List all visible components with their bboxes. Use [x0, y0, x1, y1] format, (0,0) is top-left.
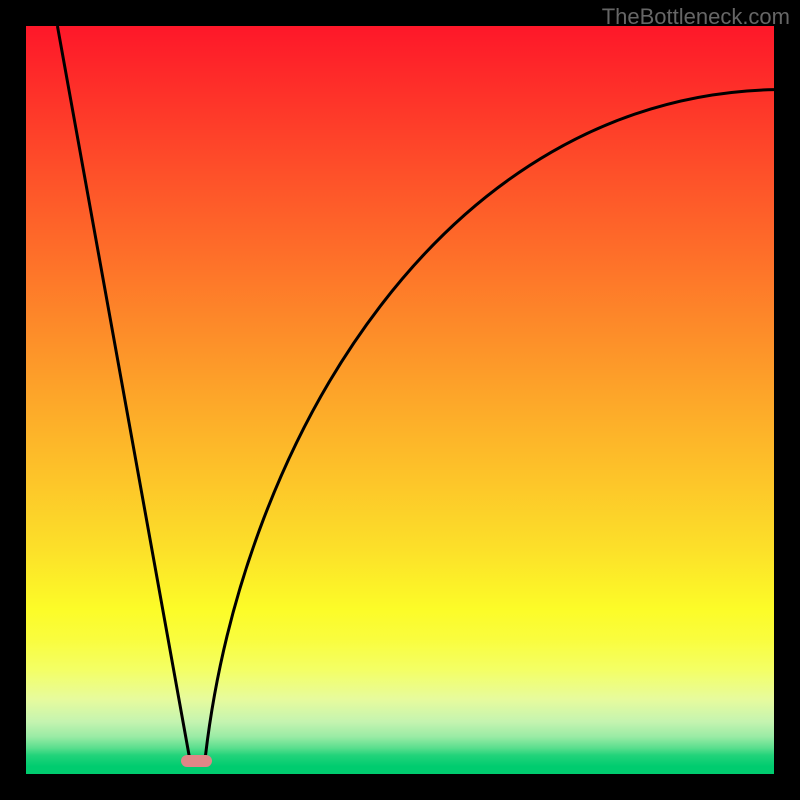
plot-area [26, 26, 774, 774]
optimal-point-marker [181, 755, 212, 767]
chart-container: TheBottleneck.com [0, 0, 800, 800]
bottleneck-curve [26, 26, 774, 774]
watermark-text: TheBottleneck.com [602, 4, 790, 30]
